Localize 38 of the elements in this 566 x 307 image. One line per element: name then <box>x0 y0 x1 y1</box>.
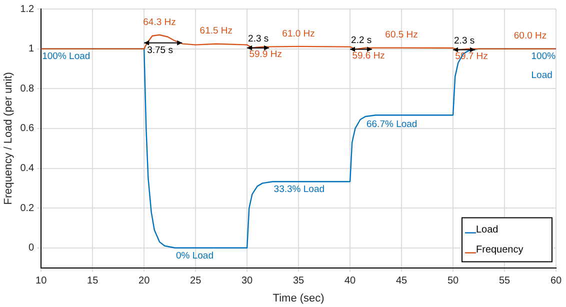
x-tick-label: 45 <box>396 276 408 287</box>
x-tick-label: 10 <box>36 276 48 287</box>
annotation: 2.3 s <box>248 34 269 45</box>
annotation: 60.5 Hz <box>385 30 418 41</box>
annotation: 61.0 Hz <box>282 28 316 40</box>
x-tick-label: 20 <box>138 276 150 287</box>
x-tick-label: 50 <box>447 276 460 287</box>
annotation: 2.2 s <box>351 35 372 46</box>
x-tick-label: 25 <box>190 276 202 287</box>
y-tick-label: 1 <box>28 44 35 55</box>
y-tick-label: 0.6 <box>20 123 35 134</box>
annotation: 66.7% Load <box>366 118 418 130</box>
y-tick-label: 0.4 <box>20 163 35 174</box>
x-axis-title: Time (sec) <box>272 292 324 304</box>
annotation: 59.9 Hz <box>249 49 282 60</box>
y-tick-label: 0.2 <box>20 202 35 214</box>
y-tick-label: 1.2 <box>20 4 35 15</box>
annotation: 33.3% Load <box>274 184 325 195</box>
annotation: 0% Load <box>176 250 214 262</box>
annotation: 100% Load <box>531 51 556 82</box>
legend-label: Frequency <box>476 244 524 256</box>
x-tick-label: 30 <box>242 276 254 287</box>
x-tick-label: 55 <box>498 276 511 287</box>
y-tick-label: 0.8 <box>20 83 35 94</box>
annotation: 60.0 Hz <box>514 30 547 42</box>
legend-label: Load <box>476 224 498 236</box>
annotation: 3.75 s <box>147 45 174 56</box>
x-tick-label: 15 <box>87 276 99 287</box>
annotation: 2.3 s <box>454 36 475 47</box>
y-axis-title: Frequency / Load (per unit) <box>2 72 15 205</box>
x-tick-label: 40 <box>344 276 356 287</box>
x-tick-label: 35 <box>292 276 305 287</box>
y-tick-label: 0 <box>28 242 35 254</box>
annotation: 59.6 Hz <box>352 50 386 62</box>
annotation: 64.3 Hz <box>143 16 176 28</box>
annotation: 61.5 Hz <box>200 26 233 37</box>
x-tick-label: 60 <box>550 276 562 287</box>
annotation: 100% Load <box>42 51 90 62</box>
